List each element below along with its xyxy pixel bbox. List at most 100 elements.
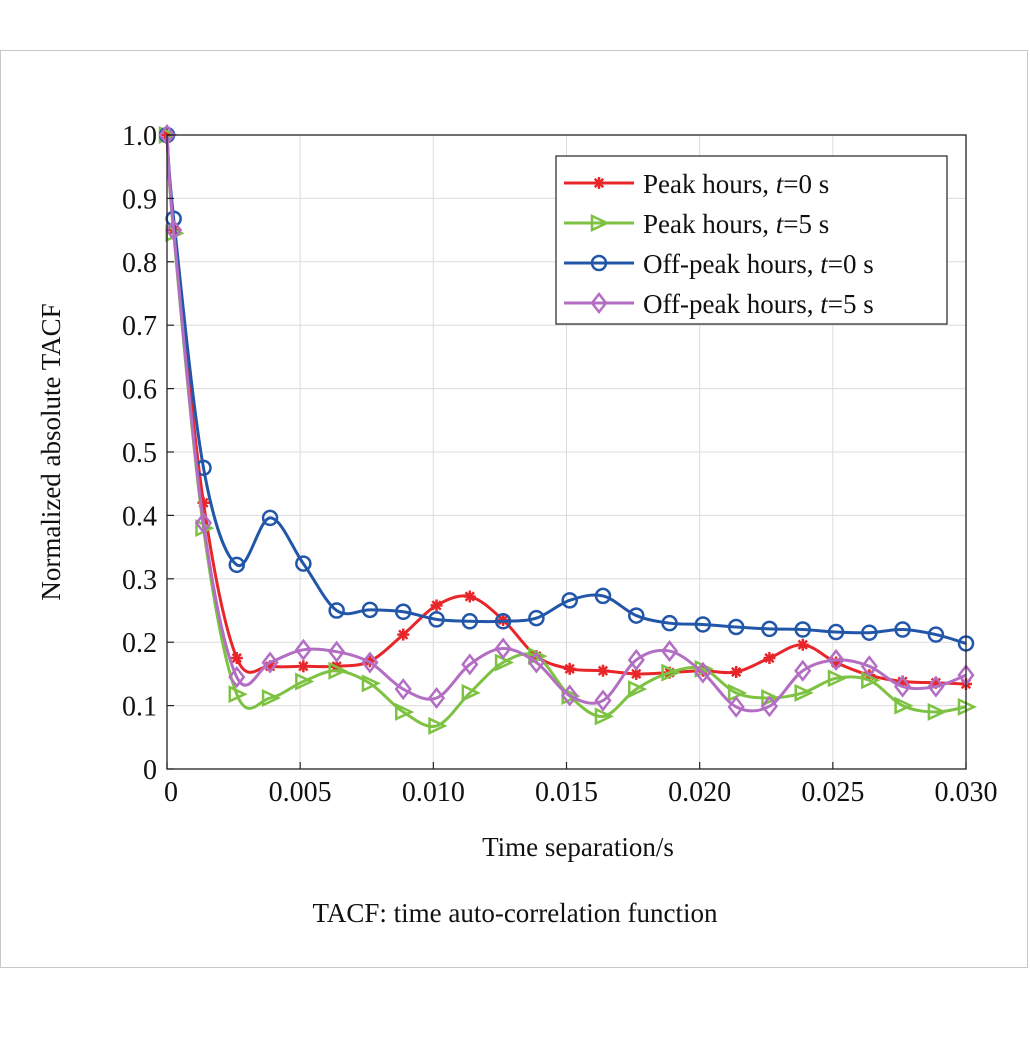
y-tick-label: 1.0 [122,121,157,152]
data-point-marker [594,587,612,605]
data-point-marker [228,685,248,704]
axis-ticks: 0 0.005 0.010 0.015 0.020 0.025 0.030 0 0.1 0.2 0.… [122,121,998,808]
data-point-marker [527,651,545,674]
legend-label-var: t [776,169,785,199]
data-point-marker [294,638,312,661]
legend-label: Peak hours, t=5 s [643,209,829,239]
legend-label-prefix: Peak hours, [643,209,776,239]
data-point-marker [894,621,911,638]
star-stroke [564,663,575,674]
legend-label-suffix: =0 s [828,249,874,279]
x-tick-label: 0.015 [535,777,598,808]
star-stroke [398,629,409,640]
y-tick-label: 0.4 [122,501,157,532]
star-stroke [298,661,309,672]
data-point-marker [763,652,776,665]
legend-label: Off-peak hours, t=5 s [643,289,874,319]
data-point-marker [827,623,845,641]
star-stroke [464,591,475,602]
x-tick-label: 0.030 [935,777,998,808]
abbreviation-note: TACF: time auto-correlation function [312,898,718,928]
star-stroke [797,639,808,650]
y-tick-label: 0.1 [122,692,157,723]
star-stroke [764,652,775,664]
x-tick-label: 0.005 [269,777,332,808]
legend-entry: Off-peak hours, t=0 s [564,249,874,279]
data-point-marker [494,653,515,672]
series-2 [158,126,975,652]
legend-marker [590,291,608,315]
legend-marker [590,214,610,232]
data-point-marker [261,651,279,674]
data-point-marker [594,689,612,712]
data-point-marker [228,666,246,689]
series-line [165,134,967,713]
data-point-marker [297,660,310,673]
data-point-marker [894,675,912,698]
data-point-marker [730,665,743,678]
legend-label-suffix: =5 s [828,289,874,319]
data-point-marker [427,686,446,710]
data-point-marker [760,695,779,718]
data-point-marker [261,509,279,527]
data-point-marker [561,684,579,707]
data-point-marker [430,599,443,612]
data-point-marker [194,511,213,535]
y-tick-label: 0.6 [122,375,157,406]
legend-label-prefix: Peak hours, [643,169,776,199]
legend-label-suffix: =0 s [783,169,829,199]
x-tick-label: 0.025 [801,777,864,808]
data-point-marker [594,707,614,726]
data-point-marker [461,683,481,702]
star-stroke [631,668,642,680]
data-point-marker [761,620,778,638]
x-tick-label: 0 [164,777,178,808]
legend-label: Off-peak hours, t=0 s [643,249,874,279]
data-point-marker [397,628,410,641]
data-point-marker [461,613,479,630]
x-tick-label: 0.010 [402,777,465,808]
data-point-marker [295,555,312,572]
data-point-marker [563,662,576,675]
data-point-marker [494,613,512,630]
data-point-marker [494,637,512,660]
data-point-marker [861,624,878,641]
data-point-marker [727,695,745,718]
data-point-marker [528,609,545,627]
data-point-marker [394,678,412,701]
legend-label-var: t [776,209,785,239]
data-point-marker [927,675,945,698]
data-point-marker [794,659,812,682]
data-point-marker [361,674,381,693]
y-tick-label: 0.2 [122,628,157,659]
y-tick-label: 0.7 [122,311,157,342]
legend-label-prefix: Off-peak hours, [643,289,820,319]
data-point-marker [361,651,379,674]
star-stroke [593,177,605,189]
data-point-marker [596,664,609,677]
x-tick-label: 0.020 [668,777,731,808]
data-point-marker [861,671,881,690]
data-point-marker [794,683,814,702]
legend-label-var: t [820,249,829,279]
legend-entry: Peak hours, t=0 s [564,169,829,199]
legend-label: Peak hours, t=0 s [643,169,829,199]
data-point-marker [628,680,648,699]
data-point-marker [927,702,947,721]
data-point-marker [860,655,878,678]
legend-label-prefix: Off-peak hours, [643,249,820,279]
data-point-marker [796,638,809,651]
data-point-marker [361,601,379,619]
data-point-marker [461,653,479,676]
star-stroke [231,652,242,664]
data-point-marker [661,614,678,632]
data-point-marker [727,618,745,636]
data-point-marker [661,663,681,682]
legend-entry: Off-peak hours, t=5 s [564,289,874,319]
legend-label-var: t [820,289,829,319]
data-point-marker [827,648,845,671]
data-point-marker [328,602,345,619]
data-point-marker [295,672,315,691]
x-axis-label: Time separation/s [482,832,674,862]
data-point-marker [561,592,578,609]
